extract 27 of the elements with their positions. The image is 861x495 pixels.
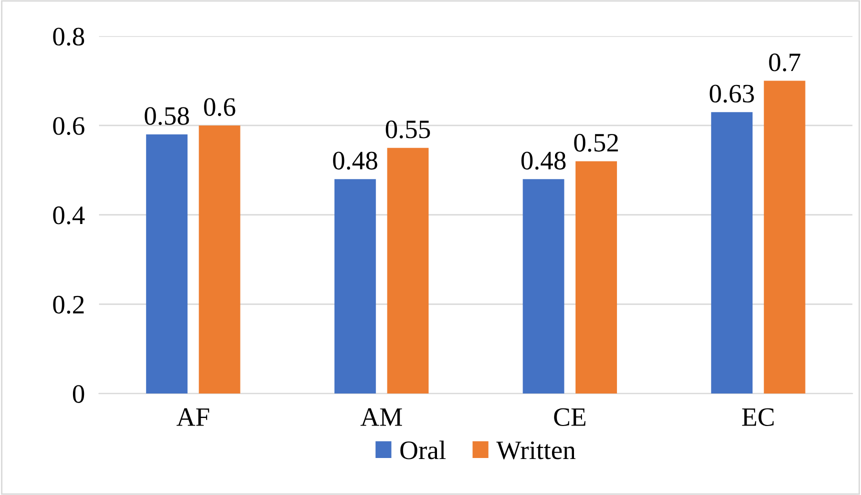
y-tick-label: 0.8 (53, 28, 84, 46)
bar (576, 161, 617, 394)
data-label: 0.48 (521, 152, 566, 170)
y-tick-label: 0.2 (53, 296, 84, 314)
bar (387, 148, 429, 394)
x-tick-label: CE (554, 408, 586, 426)
data-label: 0.58 (144, 107, 189, 126)
data-label: 0.55 (386, 120, 430, 138)
data-label: 0.6 (204, 98, 236, 116)
bar (764, 80, 806, 394)
legend-label: Oral (400, 440, 446, 460)
bar (334, 179, 376, 394)
bar (711, 112, 753, 394)
bar (146, 134, 188, 394)
data-label: 0.7 (769, 53, 800, 72)
y-tick-label: 0 (72, 385, 84, 403)
y-tick-label: 0.6 (53, 117, 84, 136)
x-tick-label: EC (742, 408, 774, 426)
data-label: 0.63 (710, 84, 754, 103)
y-tick-label: 0.4 (53, 206, 85, 224)
bar (522, 179, 564, 394)
data-label: 0.48 (333, 152, 378, 170)
x-tick-label: AM (360, 408, 402, 426)
x-tick-label: AF (176, 408, 210, 426)
bar (198, 125, 240, 394)
data-label: 0.52 (574, 134, 618, 152)
legend-label: Written (496, 442, 576, 460)
